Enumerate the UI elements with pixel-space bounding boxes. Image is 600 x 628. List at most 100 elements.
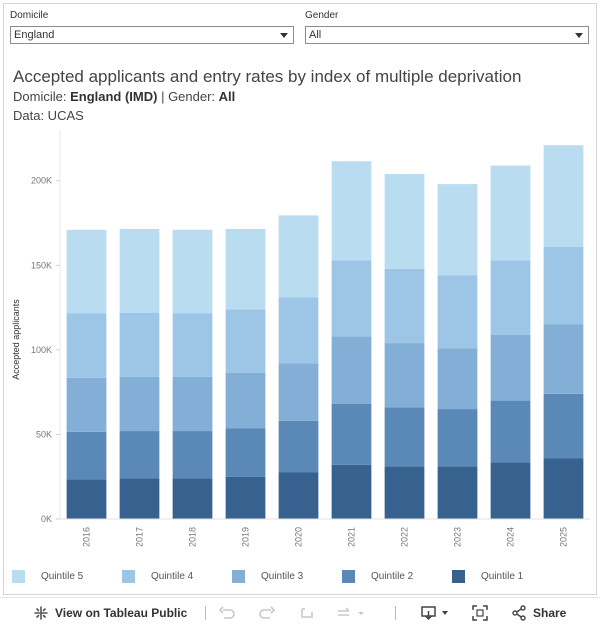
- bar-segment-quintile-3[interactable]: [543, 324, 584, 394]
- bar-segment-quintile-2[interactable]: [66, 431, 107, 480]
- view-on-tableau-public-label: View on Tableau Public: [55, 606, 188, 620]
- toolbar-divider: [205, 606, 206, 620]
- share-icon: [512, 605, 526, 621]
- chart-subtitle: Domicile: England (IMD) | Gender: All: [13, 89, 235, 104]
- tableau-logo-icon: [34, 606, 48, 620]
- refresh-icon: [338, 607, 364, 616]
- bar-segment-quintile-4[interactable]: [66, 313, 107, 378]
- bar-segment-quintile-2[interactable]: [331, 403, 372, 465]
- bar-segment-quintile-2[interactable]: [172, 431, 213, 479]
- bar-segment-quintile-3[interactable]: [172, 376, 213, 432]
- subtitle-gender-value: All: [218, 89, 236, 104]
- bar-segment-quintile-3[interactable]: [384, 343, 425, 408]
- bar-segment-quintile-2[interactable]: [225, 428, 266, 477]
- bar-segment-quintile-1[interactable]: [119, 478, 160, 519]
- x-tick-label: 2023: [453, 527, 463, 547]
- undo-button[interactable]: [218, 604, 236, 622]
- legend-label: Quintile 5: [41, 571, 84, 582]
- bar-segment-quintile-3[interactable]: [331, 336, 372, 404]
- bar-segment-quintile-5[interactable]: [278, 215, 319, 298]
- subtitle-separator: | Gender:: [157, 89, 219, 104]
- domicile-filter: Domicile England: [10, 10, 294, 44]
- legend-swatch: [122, 570, 135, 583]
- gender-filter: Gender All: [305, 10, 589, 44]
- revert-button[interactable]: [298, 604, 316, 622]
- gender-dropdown[interactable]: All: [305, 26, 589, 44]
- bar-segment-quintile-5[interactable]: [225, 228, 266, 310]
- view-on-tableau-public-button[interactable]: View on Tableau Public: [33, 604, 187, 622]
- bar-segment-quintile-2[interactable]: [543, 393, 584, 459]
- legend-label: Quintile 3: [261, 571, 304, 582]
- bar-segment-quintile-3[interactable]: [437, 348, 478, 410]
- bar-segment-quintile-3[interactable]: [278, 363, 319, 421]
- gender-filter-label: Gender: [305, 10, 339, 21]
- download-icon: [421, 606, 448, 621]
- bar-segment-quintile-3[interactable]: [225, 372, 266, 429]
- bar-segment-quintile-5[interactable]: [384, 173, 425, 269]
- x-tick-label: 2024: [506, 527, 516, 547]
- bar-segment-quintile-4[interactable]: [384, 268, 425, 344]
- x-tick-label: 2016: [82, 527, 92, 547]
- bar-segment-quintile-5[interactable]: [172, 229, 213, 314]
- legend-item-quintile-3[interactable]: Quintile 3: [232, 570, 303, 583]
- bar-segment-quintile-3[interactable]: [66, 377, 107, 432]
- chart-title: Accepted applicants and entry rates by i…: [13, 67, 522, 86]
- bar-segment-quintile-4[interactable]: [331, 260, 372, 337]
- bar-segment-quintile-1[interactable]: [225, 476, 266, 519]
- x-tick-label: 2019: [241, 527, 251, 547]
- bar-segment-quintile-4[interactable]: [119, 312, 160, 377]
- revert-icon: [301, 608, 313, 618]
- share-label: Share: [533, 606, 567, 620]
- bar-segment-quintile-2[interactable]: [119, 431, 160, 479]
- redo-button[interactable]: [258, 604, 276, 622]
- bar-segment-quintile-3[interactable]: [490, 334, 531, 401]
- bar-segment-quintile-4[interactable]: [278, 297, 319, 364]
- bar-segment-quintile-5[interactable]: [543, 145, 584, 247]
- domicile-dropdown[interactable]: England: [10, 26, 294, 44]
- legend-label: Quintile 1: [481, 571, 524, 582]
- bar-segment-quintile-1[interactable]: [384, 466, 425, 519]
- fullscreen-button[interactable]: [472, 604, 488, 622]
- bar-segment-quintile-4[interactable]: [225, 309, 266, 373]
- bar-segment-quintile-1[interactable]: [172, 478, 213, 519]
- y-tick-label: 150K: [31, 260, 52, 270]
- subtitle-domicile-label: Domicile:: [13, 89, 71, 104]
- x-tick-label: 2020: [294, 527, 304, 547]
- bar-segment-quintile-4[interactable]: [543, 246, 584, 325]
- bar-segment-quintile-2[interactable]: [278, 420, 319, 473]
- bar-segment-quintile-5[interactable]: [437, 184, 478, 276]
- bar-segment-quintile-1[interactable]: [490, 462, 531, 519]
- share-button[interactable]: Share: [511, 604, 566, 622]
- bar-segment-quintile-1[interactable]: [543, 458, 584, 519]
- bar-segment-quintile-4[interactable]: [172, 313, 213, 377]
- bar-segment-quintile-4[interactable]: [437, 275, 478, 349]
- legend-item-quintile-1[interactable]: Quintile 1: [452, 570, 523, 583]
- bar-segment-quintile-2[interactable]: [384, 407, 425, 467]
- domicile-dropdown-value: England: [14, 29, 55, 41]
- bar-segment-quintile-5[interactable]: [66, 229, 107, 314]
- fullscreen-icon: [472, 605, 488, 621]
- y-tick-label: 100K: [31, 345, 52, 355]
- chart-legend: Quintile 5 Quintile 4 Quintile 3 Quintil…: [12, 570, 592, 586]
- bar-segment-quintile-1[interactable]: [437, 466, 478, 519]
- y-tick-label: 50K: [36, 429, 52, 439]
- download-button[interactable]: [420, 604, 452, 622]
- bar-segment-quintile-1[interactable]: [278, 472, 319, 519]
- refresh-button[interactable]: [336, 604, 368, 622]
- bar-segment-quintile-1[interactable]: [331, 464, 372, 519]
- legend-item-quintile-5[interactable]: Quintile 5: [12, 570, 83, 583]
- bar-segment-quintile-5[interactable]: [331, 161, 372, 261]
- bar-segment-quintile-4[interactable]: [490, 260, 531, 335]
- bar-segment-quintile-2[interactable]: [490, 400, 531, 463]
- x-tick-label: 2018: [188, 527, 198, 547]
- bar-segment-quintile-3[interactable]: [119, 376, 160, 432]
- bar-segment-quintile-5[interactable]: [119, 228, 160, 313]
- bar-segment-quintile-1[interactable]: [66, 479, 107, 519]
- bar-segment-quintile-5[interactable]: [490, 165, 531, 261]
- bar-segment-quintile-2[interactable]: [437, 409, 478, 467]
- legend-item-quintile-4[interactable]: Quintile 4: [122, 570, 193, 583]
- legend-item-quintile-2[interactable]: Quintile 2: [342, 570, 413, 583]
- domicile-filter-label: Domicile: [10, 10, 49, 21]
- x-tick-label: 2017: [135, 527, 145, 547]
- legend-swatch: [342, 570, 355, 583]
